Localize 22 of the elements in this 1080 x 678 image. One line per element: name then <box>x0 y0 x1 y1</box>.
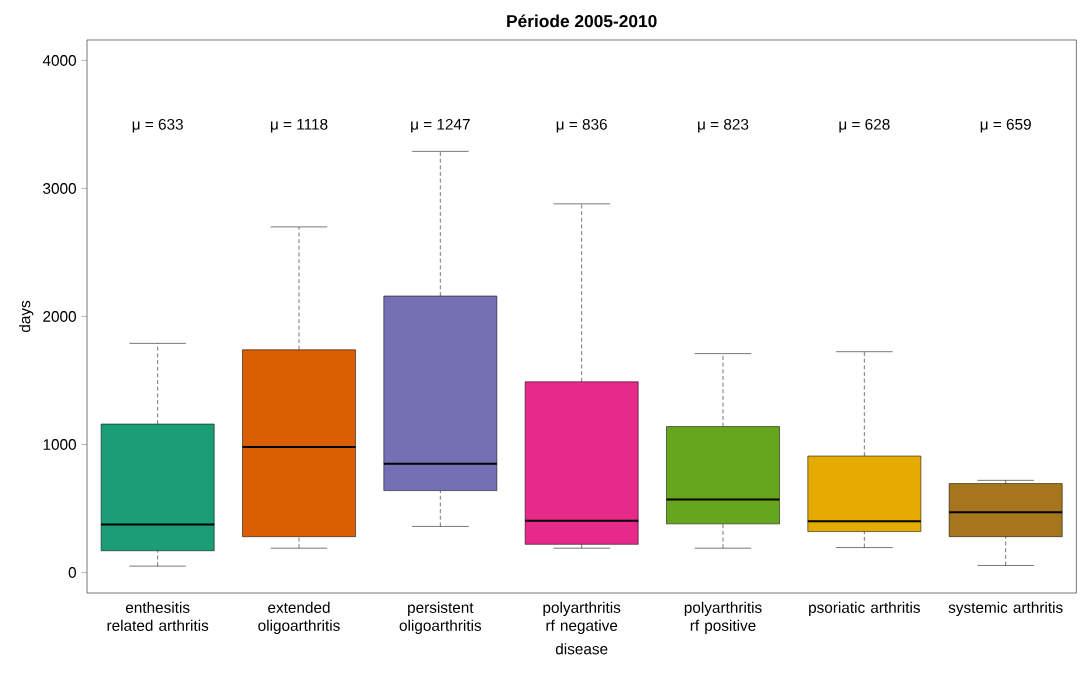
x-tick-label: polyarthritis rf positive <box>684 601 762 634</box>
annotation: μ = 1118 <box>270 118 328 133</box>
annotation: μ = 823 <box>698 118 749 133</box>
y-tick-label: 1000 <box>43 439 76 450</box>
x-tick-label: extended oligoarthritis <box>258 601 340 634</box>
x-tick-label: enthesitis related arthritis <box>107 601 209 631</box>
y-tick-label: 2000 <box>43 311 76 322</box>
y-tick-label: 0 <box>68 567 76 578</box>
annotation: μ = 1247 <box>411 118 470 133</box>
annotation: μ = 628 <box>839 118 890 133</box>
annotation: μ = 836 <box>556 118 607 133</box>
x-axis-title: disease <box>555 643 608 655</box>
x-tick-label: polyarthritis rf negative <box>543 601 621 634</box>
annotation: μ = 633 <box>132 118 183 133</box>
y-tick-label: 4000 <box>42 55 76 66</box>
chart-title: Période 2005-2010 <box>507 14 657 28</box>
annotation: μ = 659 <box>980 118 1031 133</box>
x-tick-label: psoriatic arthritis <box>809 601 920 616</box>
x-tick-label: persistent oligoarthritis <box>399 601 482 634</box>
y-tick-label: 3000 <box>43 183 76 194</box>
y-axis-title: days <box>19 300 34 333</box>
x-tick-label: systemic arthritis <box>948 601 1063 616</box>
